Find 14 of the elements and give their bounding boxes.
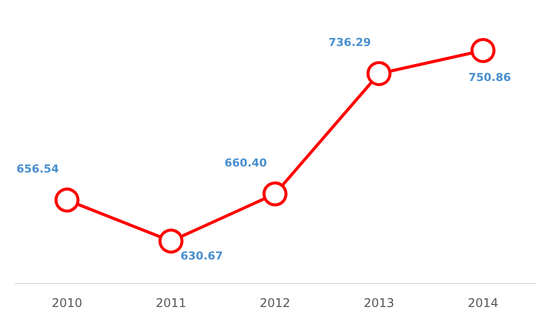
x-tick-label: 2012: [260, 296, 290, 310]
point: [262, 181, 288, 206]
data-label: 660.40: [224, 156, 268, 170]
data-label: 736.29: [328, 36, 371, 50]
point: [470, 38, 496, 63]
data-label: 630.67: [180, 250, 223, 263]
point: [366, 61, 392, 86]
data-label: 656.54: [16, 162, 60, 176]
x-tick-label: 2014: [468, 296, 498, 310]
x-tick-label: 2013: [364, 296, 394, 310]
x-tick-label: 2011: [156, 296, 186, 310]
point: [54, 188, 80, 213]
data-label: 750.86: [468, 70, 512, 84]
x-tick-label: 2010: [52, 296, 82, 310]
